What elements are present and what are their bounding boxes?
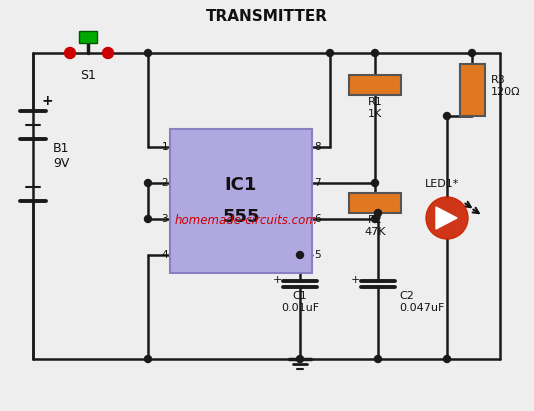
Circle shape bbox=[374, 356, 381, 363]
Circle shape bbox=[145, 49, 152, 56]
Text: 1: 1 bbox=[161, 142, 168, 152]
Circle shape bbox=[374, 210, 381, 217]
Circle shape bbox=[372, 180, 379, 187]
Text: 2: 2 bbox=[161, 178, 168, 188]
Circle shape bbox=[468, 49, 475, 56]
Circle shape bbox=[145, 180, 152, 187]
Text: R1
1K: R1 1K bbox=[367, 97, 382, 119]
Bar bbox=[170, 129, 312, 273]
Text: B1
9V: B1 9V bbox=[53, 142, 69, 170]
Text: 4: 4 bbox=[161, 250, 168, 260]
Text: LED1*: LED1* bbox=[425, 179, 459, 189]
Text: R2
47K: R2 47K bbox=[364, 215, 386, 237]
Circle shape bbox=[372, 215, 379, 222]
Circle shape bbox=[444, 113, 451, 120]
Circle shape bbox=[65, 48, 75, 58]
Text: 3: 3 bbox=[161, 214, 168, 224]
Circle shape bbox=[145, 215, 152, 222]
Circle shape bbox=[444, 356, 451, 363]
Bar bbox=[349, 75, 401, 95]
Circle shape bbox=[326, 49, 334, 56]
Polygon shape bbox=[436, 207, 457, 229]
Circle shape bbox=[103, 48, 114, 58]
Text: TRANSMITTER: TRANSMITTER bbox=[206, 9, 328, 24]
Circle shape bbox=[372, 49, 379, 56]
Text: +: + bbox=[272, 275, 282, 285]
Text: 6: 6 bbox=[314, 214, 320, 224]
Circle shape bbox=[296, 356, 303, 363]
Text: 5: 5 bbox=[314, 250, 320, 260]
Text: C2
0.047uF: C2 0.047uF bbox=[399, 291, 444, 313]
Text: +: + bbox=[350, 275, 360, 285]
Text: S1: S1 bbox=[80, 69, 96, 82]
Circle shape bbox=[145, 356, 152, 363]
Text: homemade-circuits.com: homemade-circuits.com bbox=[175, 215, 318, 228]
Text: R3
120Ω: R3 120Ω bbox=[491, 75, 520, 97]
Text: 555: 555 bbox=[222, 208, 260, 226]
Bar bbox=[79, 31, 97, 43]
Text: +: + bbox=[41, 94, 53, 108]
Bar bbox=[349, 193, 401, 213]
Text: IC1: IC1 bbox=[225, 176, 257, 194]
Text: 8: 8 bbox=[314, 142, 320, 152]
Circle shape bbox=[426, 197, 468, 239]
Circle shape bbox=[296, 252, 303, 259]
Text: 7: 7 bbox=[314, 178, 320, 188]
Text: C1
0.01uF: C1 0.01uF bbox=[281, 291, 319, 313]
Bar bbox=[459, 64, 484, 116]
